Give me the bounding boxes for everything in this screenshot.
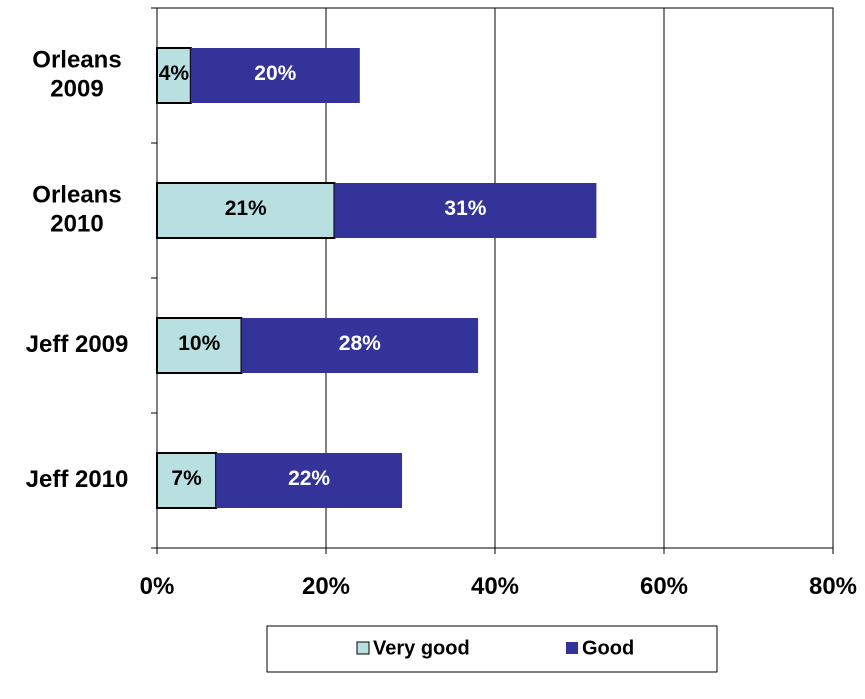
legend-swatch xyxy=(566,642,578,654)
bar-segment xyxy=(156,452,218,509)
category-label: Jeff 2010 xyxy=(26,466,129,493)
bar-segment xyxy=(216,453,403,508)
legend-box xyxy=(266,625,718,673)
axes xyxy=(151,7,834,554)
x-tick-label: 0% xyxy=(140,573,175,600)
category-label: 2010 xyxy=(50,210,103,237)
bar-segment xyxy=(190,48,360,103)
data-label: 4% xyxy=(159,62,190,85)
bar-segment xyxy=(334,183,597,238)
data-label: 7% xyxy=(171,467,202,490)
bars xyxy=(156,47,597,509)
category-label: Orleans xyxy=(32,46,121,73)
category-label: Jeff 2009 xyxy=(26,331,129,358)
data-label: 31% xyxy=(444,197,486,220)
bar-segment xyxy=(241,318,479,373)
data-label: 22% xyxy=(288,467,330,490)
legend: Very good Good xyxy=(266,625,718,673)
x-tick-label: 40% xyxy=(471,573,519,600)
x-tick-labels: 0% 20% 40% 60% 80% xyxy=(140,573,857,600)
legend-label: Very good xyxy=(373,637,470,659)
x-tick-label: 80% xyxy=(809,573,857,600)
bar-segment xyxy=(156,182,336,239)
legend-label: Good xyxy=(582,637,634,659)
data-label: 20% xyxy=(254,62,296,85)
x-tick-label: 60% xyxy=(640,573,688,600)
category-label: Orleans xyxy=(32,181,121,208)
legend-swatch xyxy=(356,641,370,655)
bar-segment xyxy=(156,47,192,104)
category-label: 2009 xyxy=(50,75,103,102)
data-label: 21% xyxy=(225,197,267,220)
data-label: 28% xyxy=(339,332,381,355)
data-labels: 4% 20% 21% 31% 10% 28% 7% 22% xyxy=(159,62,487,490)
data-label: 10% xyxy=(178,332,220,355)
x-tick-label: 20% xyxy=(302,573,350,600)
